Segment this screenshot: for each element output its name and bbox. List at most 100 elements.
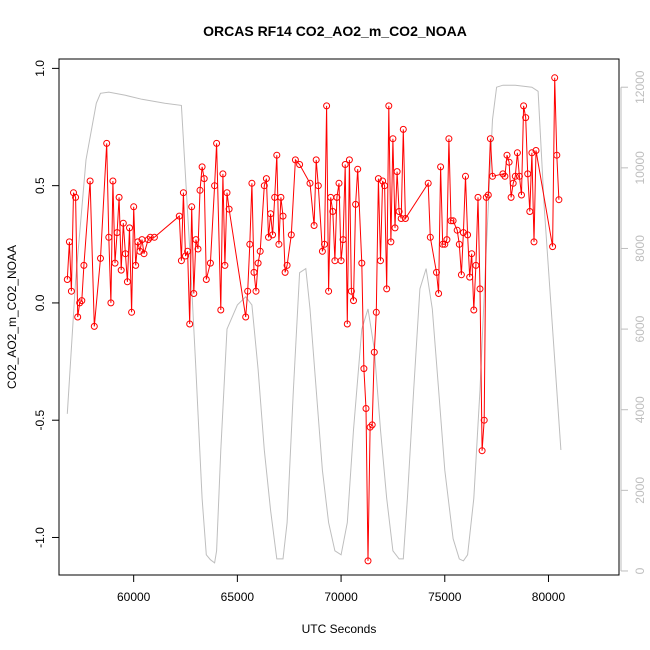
y-tick-label: 0.5 bbox=[33, 177, 47, 194]
data-point bbox=[391, 224, 399, 232]
data-point bbox=[399, 125, 407, 133]
data-point bbox=[377, 257, 384, 265]
data-point bbox=[352, 200, 360, 208]
data-point bbox=[387, 238, 395, 246]
data-point bbox=[126, 224, 133, 232]
data-point bbox=[518, 191, 525, 199]
x-tick-label: 65000 bbox=[221, 590, 255, 604]
y-tick-label: -0.5 bbox=[33, 410, 47, 431]
data-point bbox=[252, 287, 260, 295]
data-point bbox=[447, 217, 455, 225]
data-point bbox=[472, 261, 480, 269]
data-point bbox=[314, 182, 322, 190]
y-tick-label: 1.0 bbox=[33, 60, 47, 77]
data-point bbox=[113, 229, 121, 237]
y2-tick-label: 2000 bbox=[633, 477, 647, 504]
data-point bbox=[250, 268, 258, 276]
data-point bbox=[244, 287, 252, 295]
data-point bbox=[117, 266, 125, 274]
data-point bbox=[505, 158, 513, 166]
data-point bbox=[393, 168, 401, 176]
data-point bbox=[345, 156, 353, 164]
data-point bbox=[524, 170, 532, 178]
data-point bbox=[275, 240, 283, 248]
secondary-series-line bbox=[66, 84, 562, 564]
data-point bbox=[134, 238, 142, 246]
data-point bbox=[507, 193, 515, 201]
data-point bbox=[372, 308, 380, 316]
data-point bbox=[501, 172, 509, 180]
data-point bbox=[146, 233, 154, 241]
data-point bbox=[464, 231, 472, 239]
data-point bbox=[175, 212, 183, 220]
y-axis-label: CO2_AO2_m_CO2_NOAA bbox=[5, 245, 19, 389]
data-point bbox=[242, 313, 250, 321]
data-point bbox=[140, 250, 148, 258]
data-point bbox=[433, 268, 440, 276]
data-point bbox=[335, 179, 343, 187]
data-point bbox=[470, 306, 478, 314]
data-point bbox=[111, 259, 119, 267]
data-point bbox=[325, 287, 333, 295]
y2-tick-label: 10000 bbox=[633, 151, 647, 185]
y2-tick-label: 12000 bbox=[633, 70, 647, 104]
data-point bbox=[269, 231, 277, 239]
data-point bbox=[555, 196, 563, 204]
data-point bbox=[184, 247, 192, 255]
data-point bbox=[474, 193, 482, 201]
data-point bbox=[219, 170, 227, 178]
data-point bbox=[526, 208, 534, 215]
data-point bbox=[109, 177, 117, 185]
data-point bbox=[489, 172, 496, 180]
data-point bbox=[132, 261, 140, 269]
data-point bbox=[150, 233, 158, 241]
data-point bbox=[476, 285, 484, 293]
x-tick-label: 75000 bbox=[428, 590, 462, 604]
data-point bbox=[337, 257, 345, 265]
y2-tick-label: 8000 bbox=[633, 235, 647, 262]
data-point bbox=[530, 238, 538, 246]
data-point bbox=[190, 290, 198, 297]
data-point bbox=[121, 250, 129, 258]
primary-series-line bbox=[66, 77, 560, 561]
data-point bbox=[256, 247, 264, 255]
data-point bbox=[105, 233, 113, 241]
plot-frame bbox=[58, 58, 620, 576]
data-point bbox=[370, 348, 378, 356]
data-point bbox=[254, 259, 262, 267]
data-point bbox=[211, 182, 219, 190]
data-point bbox=[188, 203, 196, 211]
data-point bbox=[115, 193, 123, 201]
data-point bbox=[486, 135, 494, 143]
data-point bbox=[192, 236, 200, 244]
x-tick-label: 70000 bbox=[324, 590, 358, 604]
data-point bbox=[213, 139, 221, 147]
y-tick-label: 0.0 bbox=[33, 294, 47, 311]
data-point bbox=[366, 423, 374, 431]
data-point bbox=[67, 287, 75, 295]
data-point bbox=[196, 186, 204, 194]
data-point bbox=[273, 151, 281, 159]
data-point bbox=[379, 177, 387, 185]
data-point bbox=[267, 210, 275, 218]
chart-title: ORCAS RF14 CO2_AO2_m_CO2_NOAA bbox=[203, 23, 467, 39]
data-point bbox=[128, 308, 136, 316]
data-point bbox=[459, 229, 467, 237]
data-point bbox=[395, 208, 403, 215]
data-point bbox=[341, 161, 349, 168]
data-point bbox=[462, 172, 469, 180]
data-point bbox=[368, 421, 376, 429]
x-tick-label: 60000 bbox=[117, 590, 151, 604]
data-point bbox=[333, 193, 341, 201]
data-point bbox=[515, 172, 523, 180]
data-point bbox=[225, 205, 233, 213]
data-point bbox=[296, 161, 304, 168]
data-point bbox=[177, 257, 185, 265]
data-point bbox=[522, 114, 530, 122]
data-point bbox=[119, 219, 127, 227]
data-point bbox=[321, 240, 328, 248]
data-point bbox=[221, 261, 229, 269]
data-point bbox=[513, 149, 521, 157]
data-point bbox=[281, 268, 289, 276]
data-point bbox=[318, 247, 326, 255]
